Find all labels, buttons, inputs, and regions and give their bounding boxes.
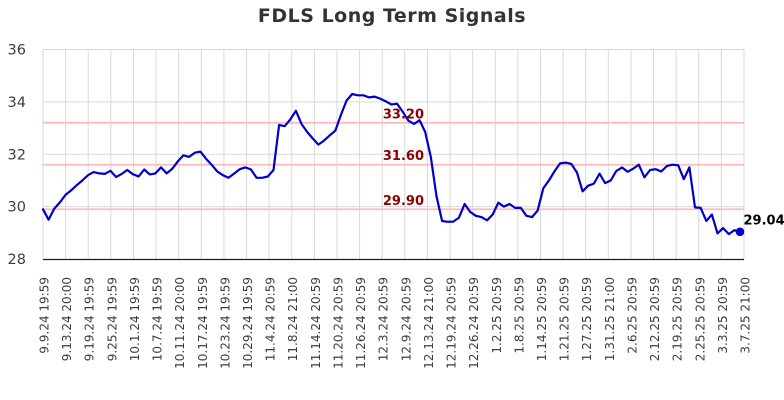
x-tick-label: 11.26.24 20:59 [354,277,368,369]
x-tick-label: 9.25.24 19:59 [105,277,119,361]
last-price-label: 29.04 [744,213,784,228]
last-point-marker [735,227,745,237]
x-tick-label: 12.3.24 20:59 [377,277,391,361]
x-tick-label: 10.17.24 19:59 [196,277,210,369]
x-tick-label: 11.8.24 21:00 [286,277,300,361]
y-tick-label: 32 [8,147,26,163]
chart-title: FDLS Long Term Signals [257,5,527,27]
signal-label-31.60: 31.60 [383,149,424,164]
x-tick-label: 11.14.24 20:59 [309,277,323,369]
x-tick-label: 1.21.25 20:59 [558,277,572,361]
x-tick-label: 1.27.25 20:59 [580,277,594,361]
signal-label-33.20: 33.20 [383,107,424,122]
x-tick-label: 1.2.25 20:59 [490,277,504,354]
x-tick-label: 10.23.24 19:59 [218,277,232,369]
x-tick-label: 9.19.24 19:59 [83,277,97,361]
x-tick-label: 11.20.24 20:59 [331,277,345,369]
x-tick-label: 2.6.25 20:59 [625,277,639,354]
x-tick-label: 12.9.24 20:59 [399,277,413,361]
x-tick-label: 12.26.24 20:59 [467,277,481,369]
x-tick-label: 12.19.24 20:59 [445,277,459,369]
x-tick-label: 1.31.25 21:00 [603,277,617,361]
x-tick-label: 2.25.25 20:59 [693,277,707,361]
signal-label-29.90: 29.90 [383,194,424,209]
price-line [41,92,742,236]
x-tick-label: 1.8.25 20:59 [512,277,526,354]
x-tick-label: 10.1.24 19:59 [128,277,142,361]
x-tick-label: 10.29.24 19:59 [241,277,255,369]
x-tick-label: 2.12.25 20:59 [648,277,662,361]
x-tick-label: 10.11.24 20:00 [173,277,187,369]
x-tick-label: 2.19.25 20:59 [671,277,685,361]
x-tick-label: 3.3.25 20:59 [716,277,730,354]
x-tick-label: 10.7.24 19:59 [151,277,165,361]
y-tick-label: 36 [8,43,26,59]
x-tick-label: 1.14.25 20:59 [535,277,549,361]
y-tick-label: 28 [8,252,26,268]
x-tick-label: 3.7.25 21:00 [739,277,753,354]
x-tick-label: 11.4.24 20:59 [264,277,278,361]
x-tick-label: 9.9.24 19:59 [38,277,52,354]
y-tick-label: 34 [8,95,26,111]
x-tick-label: 12.13.24 21:00 [422,277,436,369]
y-tick-label: 30 [8,200,26,216]
x-tick-label: 9.13.24 20:00 [60,277,74,361]
